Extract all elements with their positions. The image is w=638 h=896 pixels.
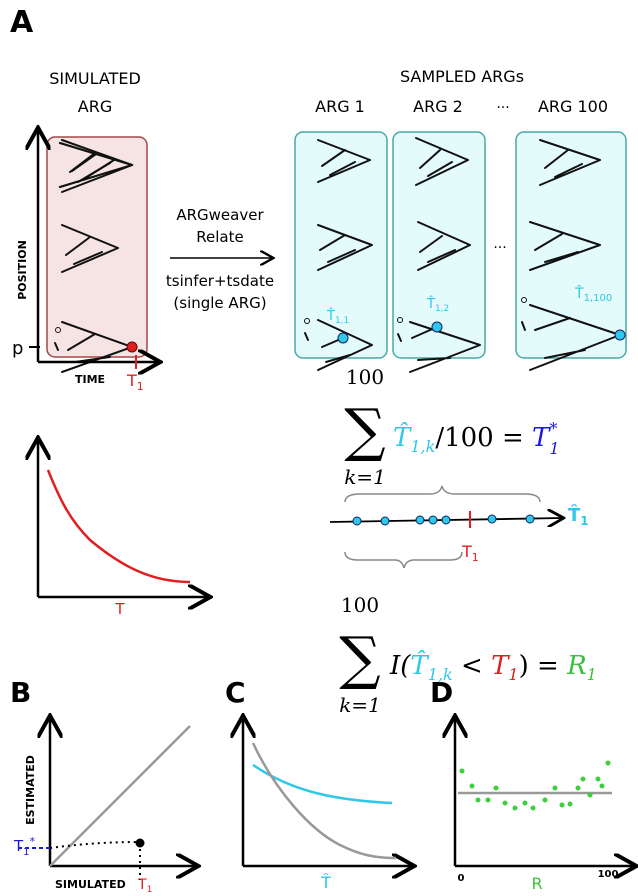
curve	[253, 765, 392, 803]
symbol: T	[137, 877, 147, 893]
x-marker: T1	[137, 877, 152, 895]
estimated-node	[432, 322, 442, 332]
simulated-title: SIMULATED	[49, 69, 141, 88]
simulated-title: ARG	[78, 97, 112, 116]
arg-label: ARG 100	[538, 97, 608, 116]
estimated-node	[615, 330, 625, 340]
identity-line	[50, 726, 190, 866]
curve	[253, 743, 396, 858]
lower-limit: k=1	[339, 693, 381, 717]
subscript: 1	[137, 380, 144, 393]
x-axis-label: TIME	[75, 373, 105, 386]
indicator: I(	[389, 651, 411, 681]
estimates	[353, 515, 534, 525]
position-marker: p	[12, 338, 23, 359]
symbol: T̂	[326, 309, 335, 324]
less-than: <	[453, 651, 491, 681]
sampled-box	[393, 132, 485, 372]
ellipsis: ···	[496, 100, 509, 116]
truth-label: T1	[461, 542, 479, 564]
superscript: *	[549, 419, 557, 438]
sum-sign: ∑	[339, 624, 380, 692]
method: Relate	[196, 228, 243, 246]
formula-body: T̂1,k/100 = T*1	[393, 419, 560, 458]
curve	[48, 470, 190, 582]
lower-limit: k=1	[344, 465, 386, 489]
subscript: 1,100	[584, 293, 613, 304]
upper-limit: 100	[346, 365, 384, 389]
x-axis-label: SIMULATED	[55, 878, 126, 891]
sampled-title: SAMPLED ARGs	[400, 67, 524, 86]
point	[136, 839, 145, 848]
axis-label: T̂1	[568, 505, 589, 528]
subscript: 1	[23, 847, 29, 858]
estimate: T̂	[410, 650, 429, 681]
subscript: 1	[580, 514, 588, 528]
subscript: 1	[147, 885, 153, 895]
x-end: 100	[598, 869, 619, 880]
estimate: T̂	[393, 422, 412, 453]
y-axis-label: ESTIMATED	[24, 755, 37, 825]
arg-label: ARG 2	[413, 97, 463, 116]
subscript: 1	[472, 551, 479, 564]
subscript: 1	[587, 665, 597, 684]
panel-label: B	[10, 676, 31, 709]
x-start: 0	[458, 873, 465, 884]
subscript: 1,2	[435, 304, 449, 314]
upper-limit: 100	[341, 593, 379, 617]
sum-sign: ∑	[344, 396, 385, 464]
subscript: 1	[508, 665, 518, 684]
time-marker: T1	[126, 371, 144, 393]
mean-formula: 100 ∑ k=1 T̂1,k/100 = T*1	[344, 365, 559, 489]
equals: ) =	[519, 651, 567, 681]
rank-formula: 100 ∑ k=1 I(T̂1,k < T1) = R1	[339, 593, 597, 717]
formula-body: I(T̂1,k < T1) = R1	[389, 650, 597, 684]
truth: T	[491, 651, 510, 681]
symbol: T	[461, 542, 472, 561]
y-axis-label: POSITION	[16, 240, 29, 300]
subscript: 1,1	[335, 316, 349, 326]
panel-label: A	[10, 5, 34, 40]
symbol: T	[126, 371, 137, 390]
estimated-node	[338, 333, 348, 343]
figure: A SIMULATED ARG POSITION p TIME T1 ARGwe…	[0, 0, 638, 896]
superscript: *	[30, 835, 36, 848]
x-axis-label: T̂	[320, 873, 331, 892]
x-axis-label: R	[531, 874, 542, 893]
simulated-node	[127, 342, 137, 352]
guide	[50, 842, 138, 848]
sampled-box	[516, 132, 626, 370]
ellipsis: ···	[493, 240, 506, 256]
method: tsinfer+tsdate	[166, 272, 274, 290]
curve-label: T	[114, 600, 125, 618]
divide: /100 =	[435, 423, 532, 453]
subscript: 1	[549, 439, 559, 458]
result: T	[532, 423, 551, 453]
rank-points	[460, 761, 611, 811]
symbol: T̂	[568, 505, 581, 526]
panel-label: C	[225, 676, 246, 709]
method: ARGweaver	[176, 206, 264, 224]
subscript: 1,k	[410, 437, 435, 456]
y-marker: T1*	[13, 835, 36, 858]
result: R	[566, 651, 587, 681]
symbol: T̂	[426, 297, 435, 312]
panel-label: D	[430, 676, 453, 709]
arg-label: ARG 1	[315, 97, 365, 116]
brace	[345, 552, 462, 568]
symbol: T̂	[574, 285, 584, 302]
method: (single ARG)	[173, 294, 266, 312]
